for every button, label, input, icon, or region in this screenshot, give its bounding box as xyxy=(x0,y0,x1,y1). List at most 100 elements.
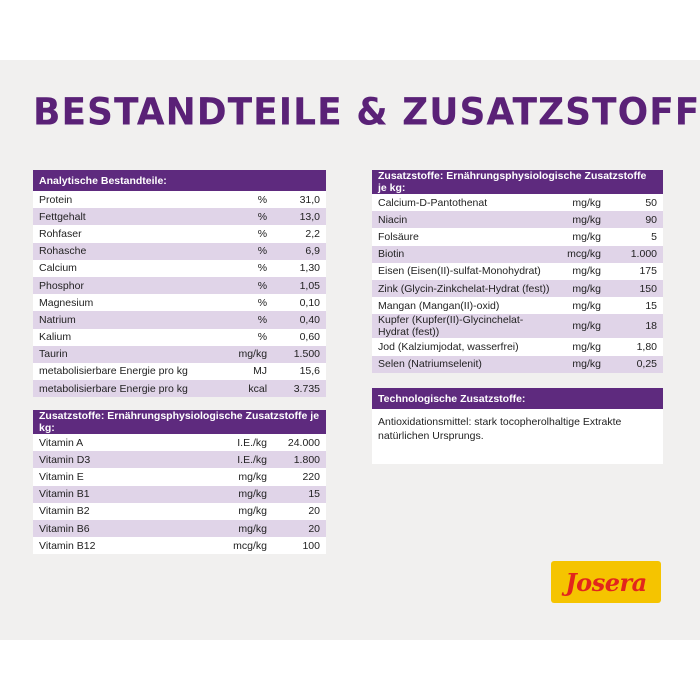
nutrient-name: Vitamin B6 xyxy=(33,519,213,538)
nutrient-value: 150 xyxy=(607,279,663,298)
table-row: Vitamin B6 mg/kg 20 xyxy=(33,519,326,538)
nutrient-name: Kupfer (Kupfer(II)-Glycinchelat-Hydrat (… xyxy=(372,314,557,339)
table-row: Vitamin B12 mcg/kg 100 xyxy=(33,537,326,555)
table-row: Zink (Glycin-Zinkchelat-Hydrat (fest)) mg… xyxy=(372,279,663,298)
tech-table-header: Technologische Zusatzstoffe: xyxy=(372,388,663,409)
nutrient-unit: kcal xyxy=(232,380,274,398)
nutrient-unit: mcg/kg xyxy=(213,537,273,555)
nutrient-unit: % xyxy=(232,311,274,329)
table-row: Biotin mcg/kg 1.000 xyxy=(372,245,663,263)
table-row: Selen (Natriumselenit) mg/kg 0,25 xyxy=(372,355,663,373)
nutrient-value: 100 xyxy=(273,537,326,555)
table-row: metabolisierbare Energie pro kg MJ 15,6 xyxy=(33,362,326,381)
nutrient-value: 50 xyxy=(607,194,663,212)
table-row: Vitamin A I.E./kg 24.000 xyxy=(33,434,326,452)
table-row: Phosphor% 1,05 xyxy=(33,276,326,295)
nutrient-unit: mg/kg xyxy=(557,262,607,280)
nutrient-value: 3.735 xyxy=(273,380,326,398)
table-row: Vitamin B2 mg/kg 20 xyxy=(33,502,326,520)
nutrient-name: Niacin xyxy=(372,211,557,229)
nutrient-value: 15,6 xyxy=(273,362,326,381)
nutrient-unit: % xyxy=(232,191,274,209)
nutrient-name: Protein xyxy=(33,191,233,209)
nutrient-name: metabolisierbare Energie pro kg xyxy=(33,362,233,381)
tech-table-header-wrap: Technologische Zusatzstoffe: xyxy=(372,388,663,409)
nutrient-value: 15 xyxy=(607,297,663,315)
tech-text: Antioxidationsmittel: stark tocopherolha… xyxy=(372,409,663,464)
nutrient-name: Calcium xyxy=(33,259,233,277)
nutrient-value: 6,9 xyxy=(273,242,326,260)
additives-table-header: Zusatzstoffe: Ernährungsphysiologische Z… xyxy=(372,170,663,194)
nutrient-value: 0,60 xyxy=(273,328,326,346)
table-row: Kalium% 0,60 xyxy=(33,328,326,346)
nutrient-name: Folsäure xyxy=(372,228,557,246)
nutrient-unit: mg/kg xyxy=(213,519,273,538)
table-row: Rohasche% 6,9 xyxy=(33,242,326,260)
nutrient-name: Eisen (Eisen(II)-sulfat-Monohydrat) xyxy=(372,262,557,280)
table-row: Magnesium% 0,10 xyxy=(33,294,326,312)
nutrient-unit: MJ xyxy=(232,362,274,381)
nutrient-name: Taurin xyxy=(33,345,233,363)
nutrient-unit: % xyxy=(232,259,274,277)
nutrient-value: 1,80 xyxy=(607,338,663,356)
nutrient-value: 1,05 xyxy=(273,276,326,295)
nutrient-unit: mg/kg xyxy=(557,279,607,298)
nutrient-name: Jod (Kalziumjodat, wasserfrei) xyxy=(372,338,557,356)
table-row: Vitamin D3 I.E./kg 1.800 xyxy=(33,451,326,469)
nutrient-value: 18 xyxy=(607,314,663,339)
nutrient-value: 0,25 xyxy=(607,355,663,373)
table-row: Calcium% 1,30 xyxy=(33,259,326,277)
nutrient-unit: % xyxy=(232,242,274,260)
nutrient-name: Selen (Natriumselenit) xyxy=(372,355,557,373)
table-row: Jod (Kalziumjodat, wasserfrei) mg/kg 1,80 xyxy=(372,338,663,356)
nutrient-value: 1.000 xyxy=(607,245,663,263)
nutrient-name: Natrium xyxy=(33,311,233,329)
nutrient-value: 15 xyxy=(273,485,326,503)
nutrient-name: Vitamin B12 xyxy=(33,537,213,555)
nutrient-value: 20 xyxy=(273,519,326,538)
nutrient-value: 2,2 xyxy=(273,225,326,243)
table-row: Rohfaser% 2,2 xyxy=(33,225,326,243)
nutrient-unit: mg/kg xyxy=(557,194,607,212)
nutrient-name: Vitamin E xyxy=(33,468,213,486)
nutrient-name: Magnesium xyxy=(33,294,233,312)
nutrient-unit: mg/kg xyxy=(557,297,607,315)
nutrient-unit: % xyxy=(232,208,274,226)
nutrient-unit: % xyxy=(232,328,274,346)
table-row: Niacin mg/kg 90 xyxy=(372,211,663,229)
nutrient-unit: mg/kg xyxy=(232,345,274,363)
analytic-table-header: Analytische Bestandteile: xyxy=(33,170,326,191)
nutrient-unit: I.E./kg xyxy=(213,434,273,452)
page-title: BESTANDTEILE & ZUSATZSTOFFE xyxy=(33,90,700,135)
nutrient-name: Biotin xyxy=(372,245,557,263)
nutrient-value: 1.500 xyxy=(273,345,326,363)
nutrient-unit: I.E./kg xyxy=(213,451,273,469)
nutrient-name: Rohasche xyxy=(33,242,233,260)
nutrient-value: 5 xyxy=(607,228,663,246)
logo-text: Josera xyxy=(565,567,647,597)
nutrient-value: 1.800 xyxy=(273,451,326,469)
nutrient-name: Vitamin B2 xyxy=(33,502,213,520)
table-row: Protein% 31,0 xyxy=(33,191,326,209)
nutrient-name: Rohfaser xyxy=(33,225,233,243)
nutrient-name: Vitamin B1 xyxy=(33,485,213,503)
vitamin-table-header: Zusatzstoffe: Ernährungsphysiologische Z… xyxy=(33,410,326,434)
table-row: metabolisierbare Energie pro kg kcal 3.735 xyxy=(33,380,326,398)
table-row: Natrium% 0,40 xyxy=(33,311,326,329)
nutrient-value: 1,30 xyxy=(273,259,326,277)
nutrient-value: 90 xyxy=(607,211,663,229)
nutrient-name: Calcium-D-Pantothenat xyxy=(372,194,557,212)
nutrient-name: Vitamin A xyxy=(33,434,213,452)
nutrient-unit: % xyxy=(232,225,274,243)
table-row: Vitamin B1 mg/kg 15 xyxy=(33,485,326,503)
nutrient-unit: % xyxy=(232,276,274,295)
nutrient-unit: mcg/kg xyxy=(557,245,607,263)
nutrient-value: 20 xyxy=(273,502,326,520)
nutrient-unit: mg/kg xyxy=(557,314,607,339)
table-row: Fettgehalt% 13,0 xyxy=(33,208,326,226)
table-row: Taurin mg/kg 1.500 xyxy=(33,345,326,363)
additives-table: Zusatzstoffe: Ernährungsphysiologische Z… xyxy=(372,170,663,373)
nutrient-unit: mg/kg xyxy=(557,228,607,246)
nutrient-unit: mg/kg xyxy=(213,485,273,503)
